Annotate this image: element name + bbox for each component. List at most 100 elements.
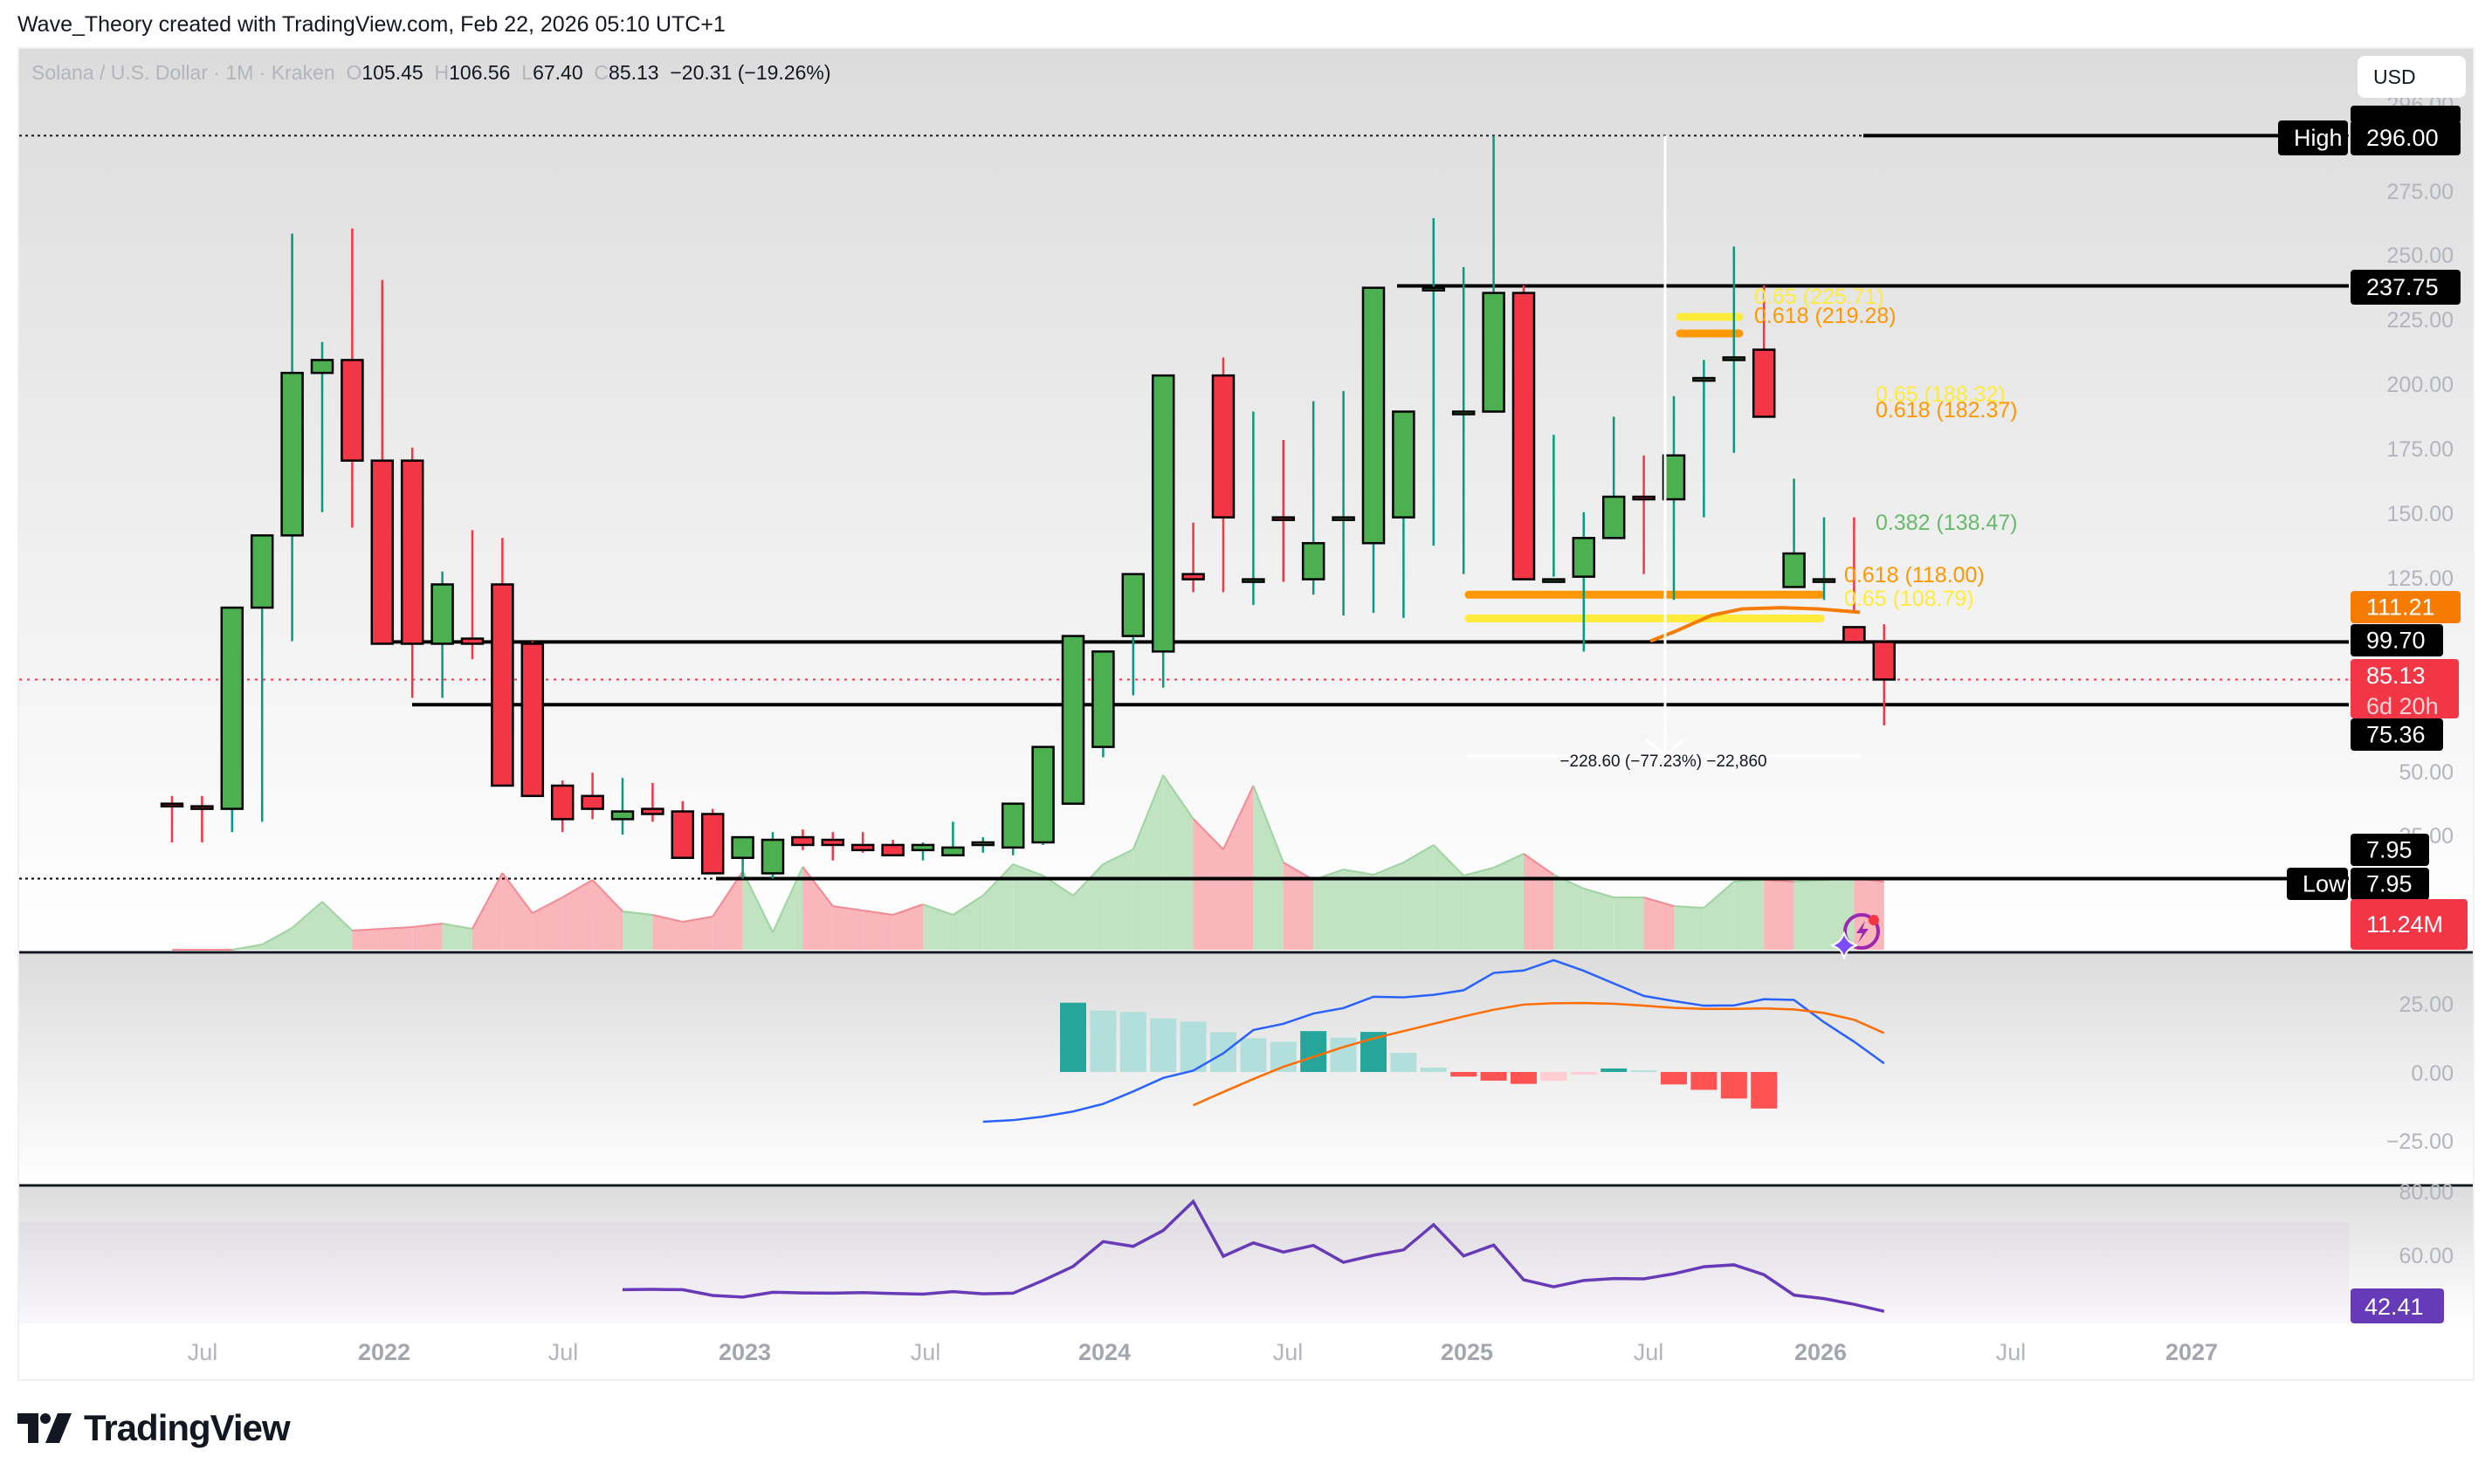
svg-text:111.21: 111.21 <box>2366 594 2435 621</box>
open-value: 105.45 <box>361 61 423 84</box>
symbol-legend[interactable]: Solana / U.S. Dollar · 1M · Kraken O105.… <box>31 61 831 84</box>
candle-up <box>1001 802 1025 849</box>
volume-segment <box>1403 845 1434 950</box>
candle-up <box>1572 537 1596 578</box>
volume-segment <box>562 880 593 950</box>
volume-segment <box>1704 882 1734 950</box>
volume-segment <box>953 896 983 950</box>
candle-down <box>791 835 815 847</box>
horizontal-levels[interactable] <box>19 134 2349 881</box>
symbol-name: Solana / U.S. Dollar · 1M · Kraken <box>31 61 335 84</box>
candle-up <box>1812 578 1836 583</box>
candle-down <box>160 802 184 807</box>
volume-segment <box>502 873 533 950</box>
volume-segment <box>1764 880 1794 950</box>
candle-up <box>1151 374 1175 653</box>
volume-segment <box>832 906 864 950</box>
volume-segment <box>1103 849 1133 950</box>
volume-segment <box>1253 786 1284 950</box>
candle-down <box>491 583 514 787</box>
high-price-label: 296.00 <box>2351 120 2461 155</box>
macd-histogram-bar <box>1150 1018 1177 1072</box>
time-axis-label: Jul <box>1634 1339 1664 1365</box>
volume-segment <box>1433 845 1464 950</box>
macd-indicator <box>982 958 1885 1123</box>
candle-up <box>1031 745 1055 844</box>
time-axis-label: 2027 <box>2165 1339 2218 1365</box>
volume-segment <box>1493 854 1524 950</box>
macd-histogram-bar <box>1420 1068 1447 1072</box>
volume-segment <box>1043 876 1073 950</box>
axis-tick: 150.00 <box>2387 502 2454 526</box>
candle-down <box>520 642 545 798</box>
candle-down <box>1632 495 1656 501</box>
candle-up <box>1601 495 1626 539</box>
candle-down <box>370 459 395 645</box>
time-axis[interactable]: Jul 2022 Jul 2023 Jul 2024 Jul 2025 Jul 2026 Jul 20… <box>188 1339 2218 1365</box>
candle-up <box>280 371 304 537</box>
tradingview-logo[interactable]: TradingView <box>17 1407 291 1449</box>
svg-text:99.70: 99.70 <box>2366 628 2426 654</box>
candle-up <box>1662 454 1686 501</box>
candle-up <box>430 583 454 645</box>
volume-segment <box>1824 878 1855 950</box>
fib-label-low-0618: 0.618 (118.00) <box>1844 563 1985 587</box>
volume-segment <box>1013 864 1043 950</box>
candle-up <box>1361 286 1386 545</box>
candle-up <box>731 835 754 859</box>
volume-segment <box>1793 880 1824 950</box>
volume-segment <box>1733 880 1765 950</box>
fib-label-mid-0618: 0.618 (182.37) <box>1876 398 2018 423</box>
change-value: −20.31 (−19.26%) <box>670 61 831 84</box>
volume-segment <box>773 867 803 950</box>
candle-up <box>1692 376 1716 382</box>
volume-segment <box>1553 875 1584 950</box>
macd-histogram-bar <box>1300 1031 1327 1072</box>
low-value: 67.40 <box>533 61 583 84</box>
volume-segment <box>1193 819 1223 950</box>
macd-histogram-bar <box>1060 1002 1086 1072</box>
support-75-label: 75.36 <box>2351 718 2443 751</box>
candle-down <box>400 459 424 645</box>
axis-tick: 225.00 <box>2387 308 2454 333</box>
macd-histogram-bar <box>1240 1038 1267 1072</box>
volume-segment <box>1583 889 1614 950</box>
candlestick-series <box>160 135 1897 879</box>
candle-up <box>1061 635 1085 805</box>
candle-down <box>190 805 214 810</box>
axis-tick: 25.00 <box>2399 993 2454 1017</box>
chart-credit: Wave_Theory created with TradingView.com… <box>17 12 726 37</box>
candle-down <box>671 810 695 859</box>
axis-tick: 125.00 <box>2387 567 2454 591</box>
candle-down <box>641 807 664 815</box>
macd-histogram-bar <box>1601 1068 1628 1072</box>
candle-up <box>1782 552 1806 588</box>
volume-segment <box>262 928 293 950</box>
fibonacci-levels[interactable] <box>1464 313 1825 623</box>
macd-histogram-bar <box>1119 1012 1146 1072</box>
candle-up <box>1392 410 1415 519</box>
axis-tick: 80.00 <box>2399 1180 2454 1205</box>
macd-line <box>982 958 1885 1123</box>
macd-histogram-bar <box>1540 1072 1567 1082</box>
volume-segment <box>923 904 953 950</box>
volume-segment <box>1643 897 1674 950</box>
volume-segment <box>1674 906 1704 950</box>
currency-button[interactable]: USD <box>2358 56 2466 98</box>
time-axis-label: Jul <box>1273 1339 1304 1365</box>
svg-text:Low: Low <box>2303 871 2346 897</box>
axis-tick: 175.00 <box>2387 437 2454 462</box>
candle-down <box>341 359 364 462</box>
measure-tool[interactable]: −228.60 (−77.23%) −22,860 <box>1467 135 1862 771</box>
candle-up <box>911 843 935 852</box>
candle-up <box>941 846 965 857</box>
candle-up <box>1542 578 1566 583</box>
candle-down <box>1211 374 1236 519</box>
volume-segment <box>412 924 443 950</box>
axis-tick: 250.00 <box>2387 244 2454 268</box>
volume-segment <box>322 902 353 950</box>
macd-histogram-bar <box>1330 1037 1357 1072</box>
volume-segment <box>742 871 773 950</box>
ai-assistant-icon[interactable] <box>1830 913 1880 960</box>
